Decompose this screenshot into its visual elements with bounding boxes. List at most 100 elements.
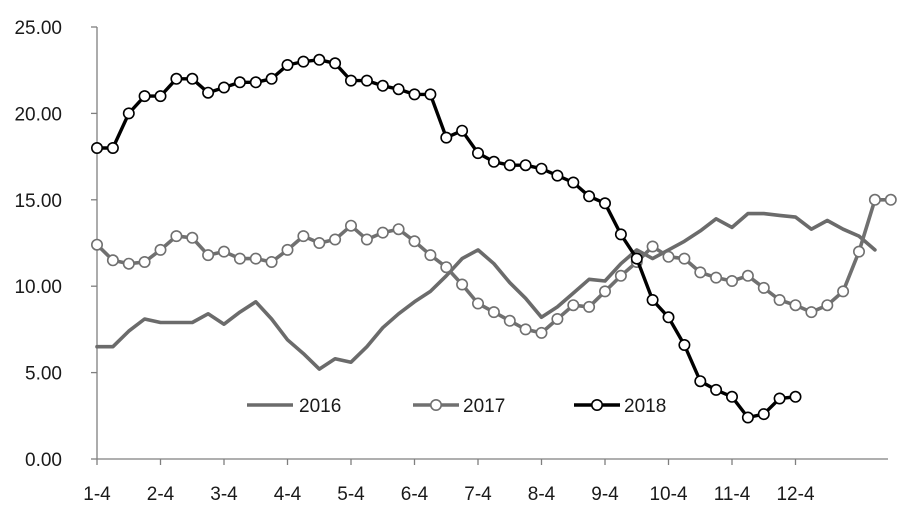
- data-point: [440, 131, 453, 144]
- data-point: [519, 159, 532, 172]
- data-point: [757, 408, 770, 421]
- x-tick-label: 12-4: [776, 484, 814, 505]
- data-point: [281, 243, 294, 256]
- data-point: [218, 81, 231, 94]
- series-2017: [91, 193, 897, 339]
- data-point: [344, 219, 357, 232]
- data-point: [837, 285, 850, 298]
- data-point: [757, 281, 770, 294]
- data-point: [329, 57, 342, 70]
- data-point: [551, 312, 564, 325]
- data-point: [678, 338, 691, 351]
- data-point: [630, 252, 643, 265]
- data-point: [106, 142, 119, 155]
- data-point: [440, 261, 453, 274]
- data-point: [202, 249, 215, 262]
- data-point: [583, 190, 596, 203]
- data-point: [487, 306, 500, 319]
- data-point: [392, 83, 405, 96]
- data-point: [503, 314, 516, 327]
- data-point: [313, 237, 326, 250]
- data-point: [678, 252, 691, 265]
- axes: 0.00 5.00 10.00 15.00 20.00 25.00 1-4 2-4 3-4 4-4…: [14, 18, 888, 505]
- data-point: [789, 390, 802, 403]
- x-tick-label: 11-4: [714, 484, 751, 505]
- data-point: [392, 223, 405, 236]
- data-point: [694, 266, 707, 279]
- data-point: [694, 375, 707, 388]
- x-tick-label: 9-4: [591, 484, 619, 505]
- legend-label: 2018: [624, 396, 666, 417]
- y-tick-label: 25.00: [14, 18, 62, 39]
- data-point: [725, 274, 738, 287]
- data-point: [773, 392, 786, 405]
- data-point: [265, 72, 278, 85]
- data-point: [884, 193, 897, 206]
- data-point: [186, 231, 199, 244]
- x-tick-label: 1-4: [83, 484, 111, 505]
- legend: 2016 2017 2018: [247, 396, 666, 417]
- legend-swatch-marker: [590, 398, 603, 411]
- x-tick-label: 7-4: [464, 484, 492, 505]
- data-point: [773, 293, 786, 306]
- x-tick-label: 8-4: [528, 484, 556, 505]
- data-point: [741, 411, 754, 424]
- data-point: [805, 306, 818, 319]
- data-point: [598, 197, 611, 210]
- data-point: [535, 326, 548, 339]
- x-tick-label: 5-4: [337, 484, 365, 505]
- data-point: [249, 76, 262, 89]
- data-point: [329, 233, 342, 246]
- x-tick-label: 4-4: [274, 484, 302, 505]
- data-point: [456, 124, 469, 137]
- data-point: [741, 269, 754, 282]
- legend-item-2016: 2016: [247, 396, 341, 417]
- data-point: [789, 299, 802, 312]
- data-point: [583, 300, 596, 313]
- data-point: [821, 299, 834, 312]
- data-point: [456, 278, 469, 291]
- x-tick-label: 2-4: [147, 484, 175, 505]
- data-point: [503, 159, 516, 172]
- x-tick-label: 10-4: [649, 484, 687, 505]
- data-point: [138, 90, 151, 103]
- data-point: [344, 74, 357, 87]
- data-point: [598, 285, 611, 298]
- data-point: [662, 311, 675, 324]
- data-point: [471, 147, 484, 160]
- data-point: [218, 245, 231, 258]
- data-point: [233, 76, 246, 89]
- data-point: [202, 86, 215, 99]
- data-point: [519, 323, 532, 336]
- y-tick-label: 0.00: [25, 450, 62, 471]
- data-point: [551, 169, 564, 182]
- data-point: [614, 269, 627, 282]
- data-point: [249, 252, 262, 265]
- data-point: [376, 79, 389, 92]
- data-point: [567, 299, 580, 312]
- legend-label: 2017: [463, 396, 505, 417]
- x-tick-label: 3-4: [210, 484, 238, 505]
- legend-item-2017: 2017: [413, 396, 505, 417]
- data-point: [154, 90, 167, 103]
- data-point: [662, 250, 675, 263]
- data-point: [91, 238, 104, 251]
- data-point: [106, 254, 119, 267]
- series-2018: [91, 53, 802, 424]
- data-point: [614, 228, 627, 241]
- y-tick-label: 5.00: [25, 364, 62, 385]
- x-tick-label: 6-4: [401, 484, 429, 505]
- data-point: [297, 230, 310, 243]
- data-point: [186, 72, 199, 85]
- data-point: [122, 107, 135, 120]
- data-point: [424, 88, 437, 101]
- data-point: [646, 240, 659, 253]
- data-point: [281, 58, 294, 71]
- data-point: [471, 297, 484, 310]
- y-tick-label: 15.00: [14, 191, 62, 212]
- data-point: [170, 230, 183, 243]
- legend-label: 2016: [299, 396, 341, 417]
- legend-item-2018: 2018: [574, 396, 666, 417]
- data-point: [710, 271, 723, 284]
